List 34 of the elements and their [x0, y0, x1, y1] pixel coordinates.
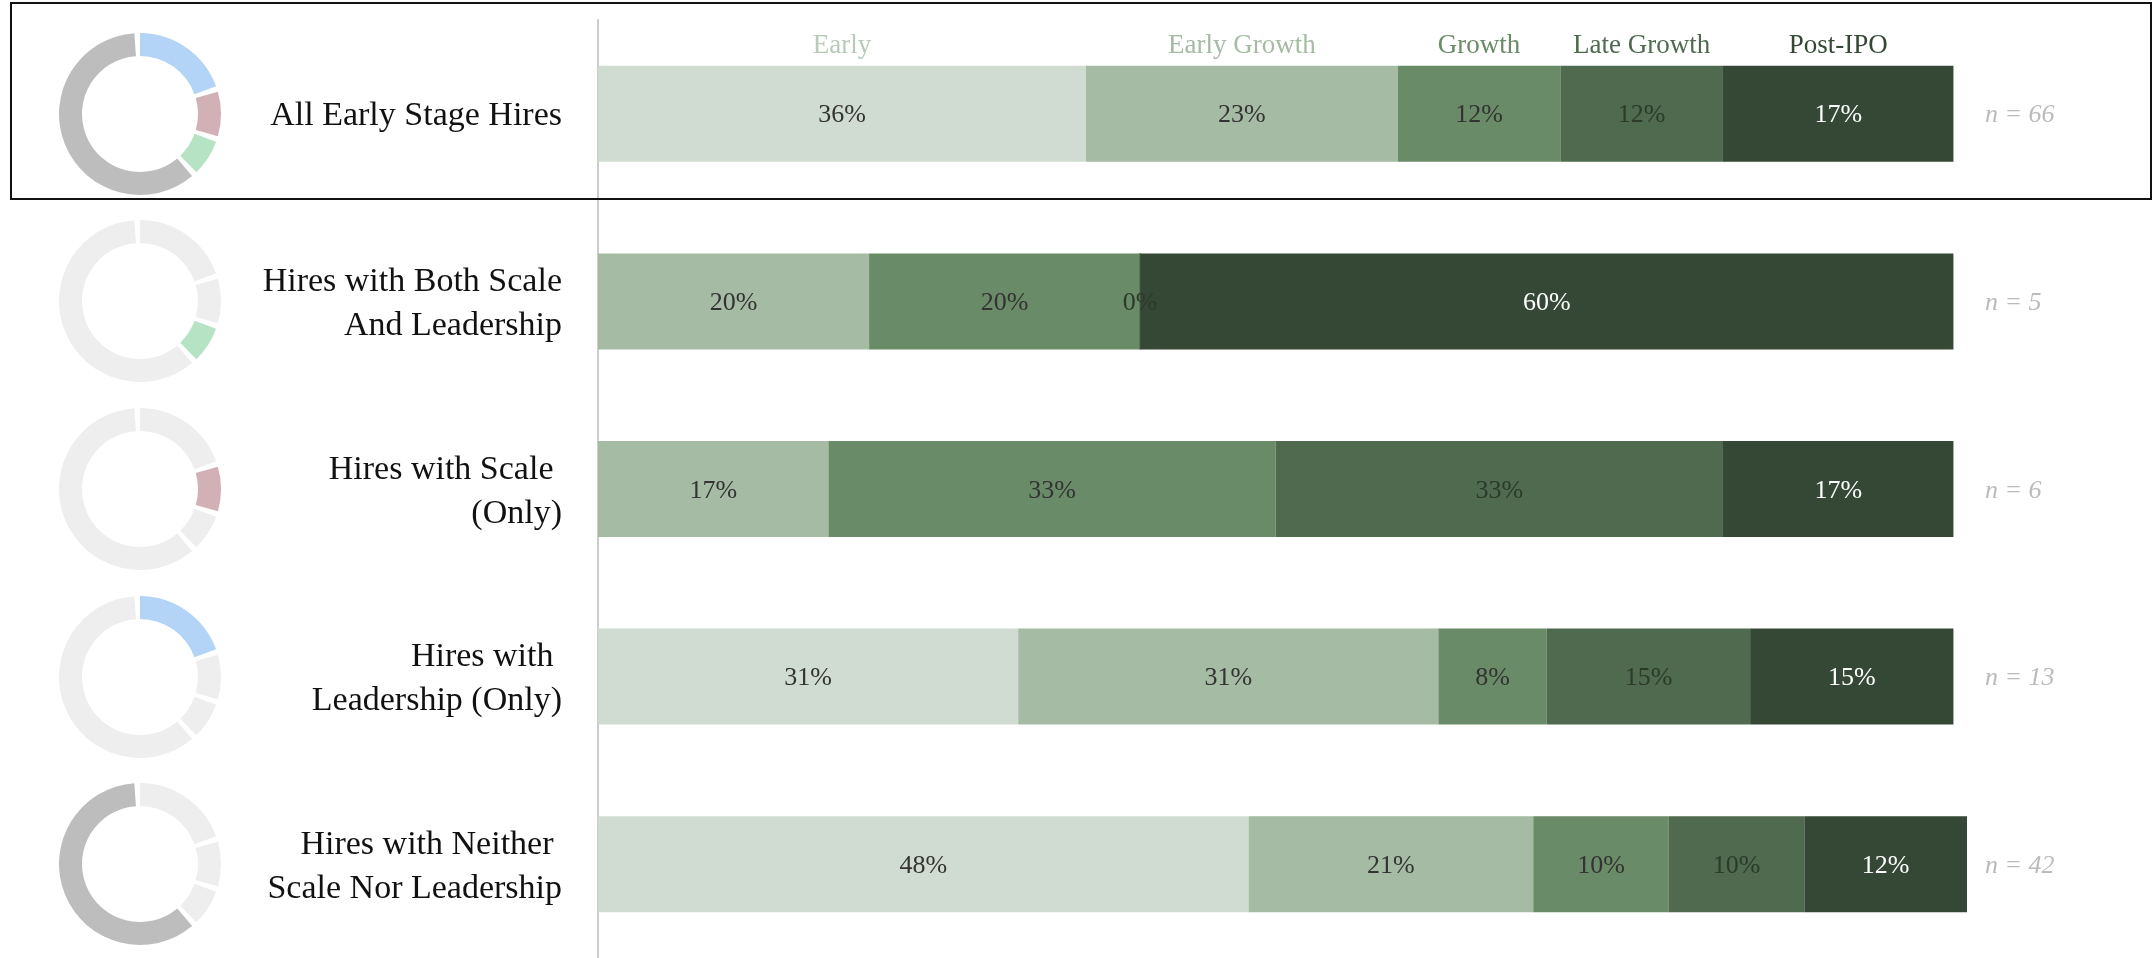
data-label: 31% — [1204, 662, 1253, 692]
data-label: 23% — [1218, 99, 1266, 129]
series-label: Growth — [1437, 28, 1521, 59]
series-label: Early — [812, 28, 872, 59]
data-label: 17% — [1814, 474, 1863, 504]
data-label: 17% — [689, 474, 738, 504]
data-label: 60% — [1522, 286, 1571, 316]
text: n = 5 — [1985, 286, 2042, 316]
data-label: 31% — [784, 662, 832, 692]
data-label: 33% — [1028, 474, 1076, 504]
data-label: 20% — [980, 286, 1029, 316]
data-label: 8% — [1475, 662, 1510, 692]
data-label: 12% — [1455, 99, 1503, 129]
y-tick-label: Hires with Both Scale And Leadership — [262, 260, 562, 342]
data-label: 12% — [1861, 849, 1910, 879]
data-label: 0% — [1122, 286, 1158, 316]
data-label: 20% — [709, 286, 758, 316]
y-tick-label: Hires with Scale (Only) — [328, 448, 562, 531]
y-tick-label: Hires with Leadership (Only) — [311, 636, 562, 719]
series-label: Late Growth — [1573, 28, 1711, 59]
data-label: 36% — [818, 99, 866, 129]
data-label: 10% — [1577, 849, 1625, 879]
text: n = 42 — [1985, 849, 2055, 879]
data-label: 15% — [1827, 662, 1876, 692]
data-label: 21% — [1367, 849, 1415, 879]
y-tick-label: All Early Stage Hires — [270, 95, 562, 133]
data-label: 17% — [1814, 99, 1863, 129]
series-label: Post-IPO — [1788, 28, 1888, 59]
data-label: 48% — [899, 849, 948, 879]
text: n = 13 — [1985, 662, 2055, 692]
text: n = 6 — [1985, 474, 2042, 504]
text: n = 66 — [1985, 99, 2055, 129]
series-label: Early Growth — [1167, 28, 1317, 59]
y-tick-label: Hires with Neither Scale Nor Leadership — [267, 823, 562, 905]
